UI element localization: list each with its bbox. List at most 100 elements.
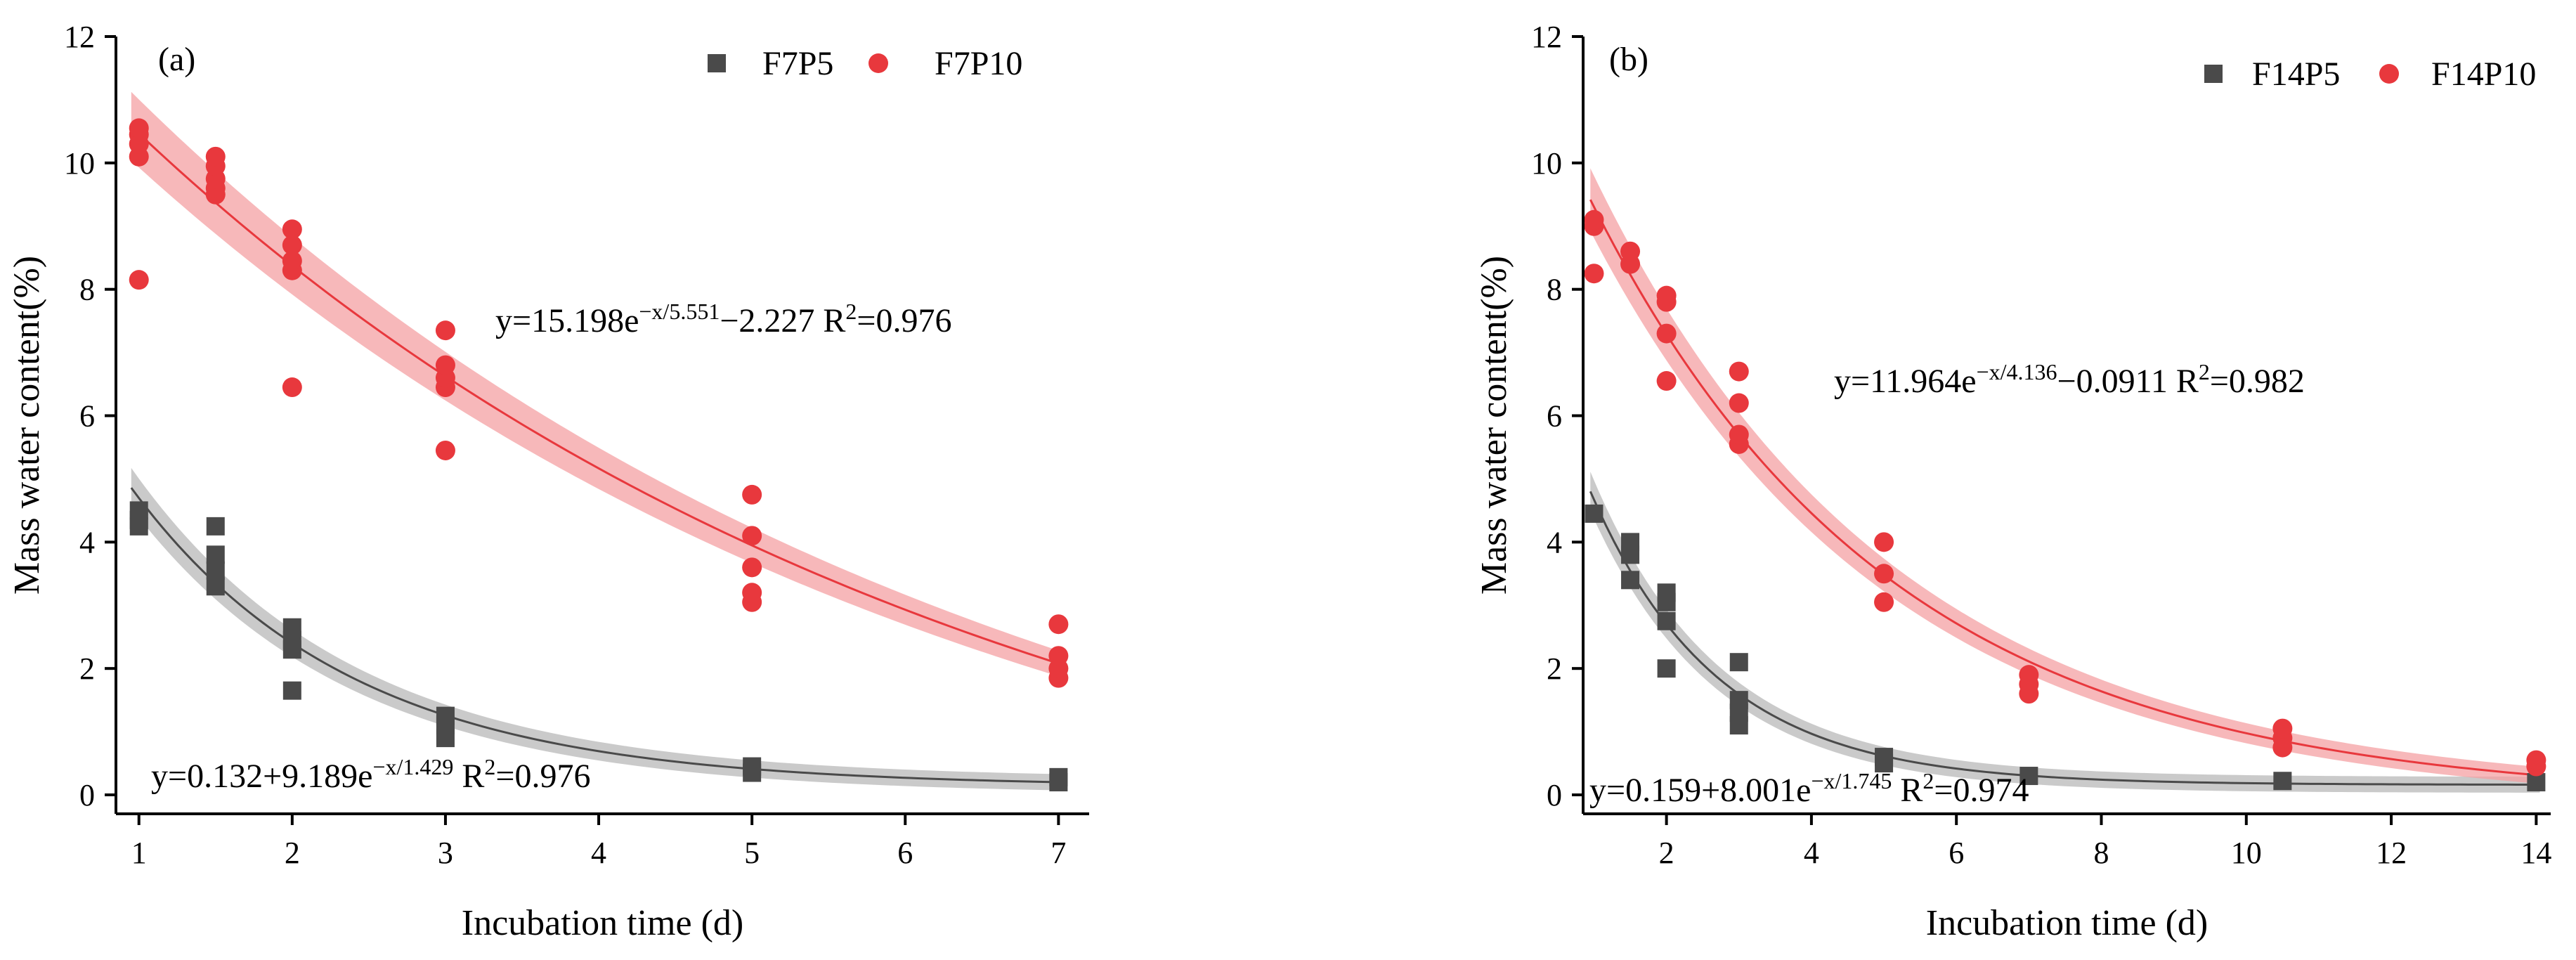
data-point-F7P5 <box>436 706 455 725</box>
equation-superscript: −x/5.551 <box>639 299 720 324</box>
y-tick-label: 10 <box>1531 146 1562 181</box>
y-axis-title: Mass water content(%) <box>7 256 47 595</box>
data-point-F14P5 <box>1657 659 1676 678</box>
data-point-F14P10 <box>1729 361 1749 382</box>
equation-text: =0.974 <box>1934 772 2029 809</box>
data-point-F7P10 <box>1048 614 1069 635</box>
x-tick-label: 8 <box>2093 836 2109 870</box>
confidence-band-F7P10 <box>131 91 1067 679</box>
data-point-F7P5 <box>1049 767 1068 786</box>
data-point-F7P10 <box>282 377 302 398</box>
data-point-F14P10 <box>1729 393 1749 413</box>
data-point-F14P10 <box>1584 209 1604 230</box>
data-point-F7P10 <box>435 355 455 375</box>
data-point-F14P10 <box>1874 564 1894 584</box>
data-point-F14P10 <box>1656 323 1677 344</box>
y-tick-label: 8 <box>1547 273 1562 307</box>
data-point-F14P10 <box>1656 371 1677 391</box>
y-axis-title: Mass water content(%) <box>1474 256 1514 595</box>
equation-superscript: −x/4.136 <box>1977 359 2057 384</box>
x-axis-title: Incubation time (d) <box>462 903 743 943</box>
data-point-F7P10 <box>282 251 302 271</box>
data-point-F14P10 <box>1620 241 1641 261</box>
equation-text: =0.976 <box>495 758 590 795</box>
data-point-F7P5 <box>282 681 301 700</box>
data-point-F7P5 <box>129 510 148 529</box>
data-point-F14P5 <box>1657 611 1676 630</box>
data-point-F7P10 <box>435 320 455 341</box>
data-point-F7P10 <box>205 146 226 167</box>
x-tick-label: 7 <box>1050 836 1066 870</box>
data-point-F14P10 <box>1874 532 1894 552</box>
data-point-F14P5 <box>2273 772 2292 791</box>
legend-label-F14P5: F14P5 <box>2252 56 2340 93</box>
panel-label: (b) <box>1609 41 1648 78</box>
x-tick-label: 6 <box>897 836 913 870</box>
legend-label-F7P10: F7P10 <box>935 45 1022 82</box>
fit-curve-F7P10 <box>130 125 1067 667</box>
x-tick-label: 14 <box>2520 836 2551 870</box>
y-tick-label: 4 <box>1547 525 1562 559</box>
data-point-F14P5 <box>1657 583 1676 602</box>
equation-text: R <box>1892 772 1923 809</box>
y-tick-label: 0 <box>79 778 95 812</box>
data-point-F14P5 <box>1585 504 1604 523</box>
x-tick-label: 2 <box>1659 836 1674 870</box>
legend-marker-F14P10 <box>2379 64 2399 84</box>
panel-label: (a) <box>158 41 195 78</box>
equation-text: y=15.198e <box>495 302 639 339</box>
y-tick-label: 4 <box>79 525 95 559</box>
x-tick-label: 3 <box>438 836 453 870</box>
data-point-F7P10 <box>129 118 149 138</box>
y-tick-label: 12 <box>1531 20 1562 54</box>
equation-superscript: 2 <box>1923 768 1934 793</box>
chart-panel-1: 2 4 6 8 10 12 14 0 2 4 6 8 10 12 Incubation time (d) Ma… <box>1474 20 2551 943</box>
data-point-F7P10 <box>435 440 455 460</box>
data-point-F14P10 <box>2272 718 2293 739</box>
y-tick-label: 6 <box>1547 399 1562 434</box>
equation-text: R <box>453 758 484 795</box>
data-point-F7P5 <box>206 545 225 564</box>
legend-marker-F7P5 <box>708 54 726 72</box>
equation-text: y=11.964e <box>1834 363 1977 400</box>
y-tick-label: 6 <box>79 399 95 434</box>
legend-label-F14P10: F14P10 <box>2431 56 2536 93</box>
y-tick-label: 2 <box>1547 651 1562 686</box>
legend-marker-F7P10 <box>869 53 888 73</box>
fit-curve-F14P10 <box>1589 199 2540 777</box>
confidence-band-F14P10 <box>1590 168 2540 784</box>
x-tick-label: 4 <box>1804 836 1819 870</box>
data-point-F14P10 <box>1874 592 1894 612</box>
x-tick-label: 6 <box>1949 836 1964 870</box>
fit-equation-F14P10: y=11.964e−x/4.136−0.0911 R2=0.982 <box>1834 359 2305 400</box>
equation-text: −0.0911 R <box>2057 363 2199 400</box>
data-point-F14P5 <box>1875 748 1894 767</box>
y-tick-label: 2 <box>79 651 95 686</box>
data-point-F7P5 <box>206 561 225 580</box>
x-tick-label: 1 <box>131 836 147 870</box>
data-point-F14P10 <box>1584 264 1604 284</box>
data-point-F7P10 <box>742 484 762 505</box>
equation-text: −2.227 R <box>720 302 845 339</box>
confidence-band-F14P5 <box>1590 472 2540 793</box>
fit-equation-F7P10: y=15.198e−x/5.551−2.227 R2=0.976 <box>495 299 951 339</box>
x-tick-label: 2 <box>285 836 300 870</box>
data-point-F7P5 <box>206 577 225 596</box>
equation-superscript: −x/1.745 <box>1811 768 1892 793</box>
equation-superscript: 2 <box>845 299 857 324</box>
data-point-F7P10 <box>1048 646 1069 666</box>
x-tick-label: 10 <box>2231 836 2262 870</box>
legend-label-F7P5: F7P5 <box>762 45 833 82</box>
data-point-F7P10 <box>742 583 762 603</box>
data-point-F7P10 <box>282 235 302 255</box>
y-tick-label: 10 <box>64 146 95 181</box>
data-point-F7P10 <box>282 219 302 240</box>
equation-text: y=0.159+8.001e <box>1589 772 1811 809</box>
data-point-F7P10 <box>742 557 762 578</box>
fit-equation-F14P5: y=0.159+8.001e−x/1.745 R2=0.974 <box>1589 768 2029 809</box>
equation-superscript: 2 <box>484 754 495 779</box>
y-tick-label: 0 <box>1547 778 1562 812</box>
data-point-F7P10 <box>129 270 149 290</box>
y-tick-label: 8 <box>79 273 95 307</box>
